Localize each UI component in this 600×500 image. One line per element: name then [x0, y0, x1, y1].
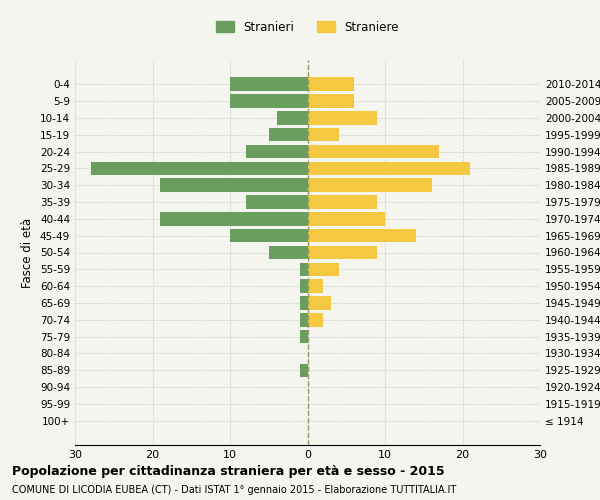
- Bar: [308, 162, 470, 175]
- Bar: [245, 145, 308, 158]
- Text: COMUNE DI LICODIA EUBEA (CT) - Dati ISTAT 1° gennaio 2015 - Elaborazione TUTTITA: COMUNE DI LICODIA EUBEA (CT) - Dati ISTA…: [12, 485, 456, 495]
- Bar: [269, 128, 308, 141]
- Bar: [300, 296, 308, 310]
- Bar: [308, 111, 377, 124]
- Bar: [308, 262, 338, 276]
- Y-axis label: Fasce di età: Fasce di età: [22, 218, 34, 288]
- Bar: [230, 94, 308, 108]
- Bar: [91, 162, 308, 175]
- Bar: [308, 94, 354, 108]
- Bar: [300, 364, 308, 377]
- Bar: [160, 178, 308, 192]
- Bar: [308, 178, 431, 192]
- Bar: [308, 246, 377, 259]
- Bar: [308, 196, 377, 209]
- Bar: [300, 313, 308, 326]
- Bar: [230, 78, 308, 91]
- Bar: [230, 229, 308, 242]
- Bar: [308, 229, 416, 242]
- Bar: [308, 128, 338, 141]
- Bar: [308, 78, 354, 91]
- Bar: [308, 313, 323, 326]
- Bar: [300, 262, 308, 276]
- Bar: [308, 296, 331, 310]
- Bar: [277, 111, 308, 124]
- Bar: [245, 196, 308, 209]
- Bar: [300, 280, 308, 293]
- Bar: [160, 212, 308, 226]
- Text: Popolazione per cittadinanza straniera per età e sesso - 2015: Popolazione per cittadinanza straniera p…: [12, 465, 445, 478]
- Bar: [300, 330, 308, 344]
- Bar: [269, 246, 308, 259]
- Bar: [308, 212, 385, 226]
- Legend: Stranieri, Straniere: Stranieri, Straniere: [211, 16, 404, 38]
- Bar: [308, 145, 439, 158]
- Bar: [308, 280, 323, 293]
